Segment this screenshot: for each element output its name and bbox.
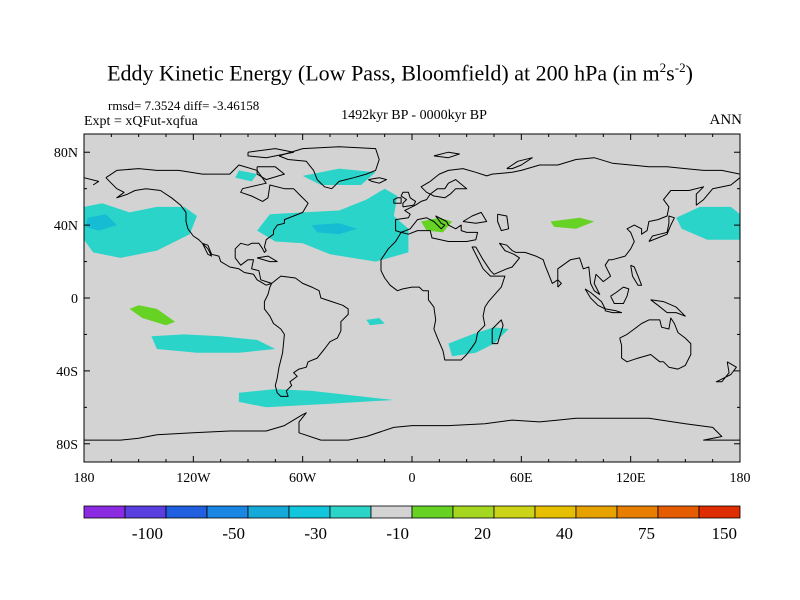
coastline-madagascar xyxy=(491,319,504,345)
region-canada-negative xyxy=(235,170,258,182)
colorbar-box xyxy=(616,505,659,519)
title-main: Eddy Kinetic Energy (Low Pass, Bloomfiel… xyxy=(107,60,660,86)
coastline-ellesmere xyxy=(247,148,295,159)
region-central-asia-positive xyxy=(550,217,595,229)
coastline-java xyxy=(604,308,623,314)
colorbar-box xyxy=(575,505,618,519)
coastline-new-guinea xyxy=(650,299,686,317)
region-s-indian-negative xyxy=(448,327,509,357)
colorbar-box xyxy=(534,505,577,519)
experiment-label: Expt = xQFut-xqfua xyxy=(84,114,198,129)
coastline-central-america-west xyxy=(105,177,272,286)
coastline-mediterranean xyxy=(400,215,479,242)
x-tick-label: 180 xyxy=(74,471,95,486)
season-label: ANN xyxy=(709,112,743,128)
colorbar-label: 40 xyxy=(556,524,573,543)
title-sup-1: 2 xyxy=(659,60,667,75)
coastline-ireland xyxy=(393,197,402,204)
colorbar-box xyxy=(288,505,331,519)
x-tick-label: 120E xyxy=(616,471,646,486)
coastline-borneo xyxy=(610,286,630,304)
colorbar-label: 20 xyxy=(474,524,491,543)
y-tick-label: 0 xyxy=(71,292,78,307)
coastline-hudson-islands xyxy=(256,166,285,181)
colorbar-box xyxy=(83,505,126,519)
coastline-antarctica xyxy=(84,412,740,441)
rmsd-diff-stats: rmsd= 7.3524 diff= -3.46158 xyxy=(108,98,260,113)
coastline-eurasia-africa xyxy=(395,157,741,233)
coastlines xyxy=(83,146,741,441)
coastline-sri-lanka xyxy=(557,279,562,288)
colorbar-box xyxy=(411,505,454,519)
colorbar-box xyxy=(206,505,249,519)
title-unit-s: s xyxy=(666,60,675,86)
chart-title: Eddy Kinetic Energy (Low Pass, Bloomfiel… xyxy=(0,60,800,86)
y-tick-label: 40S xyxy=(56,365,78,380)
region-greenland-sea-negative xyxy=(302,168,376,185)
colorbar-label: -30 xyxy=(304,524,327,543)
coastline-japan xyxy=(648,215,675,242)
colorbar-label: -10 xyxy=(386,524,409,543)
x-tick-label: 180 xyxy=(730,471,751,486)
colorbar-box xyxy=(493,505,536,519)
colorbar-box xyxy=(165,505,208,519)
coastline-novaya-zemlya xyxy=(506,157,533,170)
coastline-svalbard xyxy=(433,151,460,159)
colorbar-box xyxy=(370,505,413,519)
colorbar-box xyxy=(657,505,700,519)
region-nw-pacific-negative xyxy=(676,206,740,240)
region-mediterranean-positive xyxy=(421,217,453,233)
region-s-pacific-negative xyxy=(151,334,276,353)
colorbar-label: 75 xyxy=(638,524,655,543)
x-tick-label: 0 xyxy=(409,471,416,486)
coastline-asia-east-coast xyxy=(83,177,100,186)
map-background xyxy=(84,134,740,462)
title-end: ) xyxy=(685,60,693,86)
colorbar: -100 -50 -30 -10 20 40 75 150 xyxy=(83,505,741,543)
x-tick-label: 120W xyxy=(176,471,211,486)
coastline-greenland xyxy=(278,146,380,190)
coastline-north-america xyxy=(105,164,309,284)
x-axis: 180 120W 60W 0 60E 120E 180 xyxy=(74,134,751,486)
region-n-pacific-negative xyxy=(84,203,197,258)
x-tick-label: 60W xyxy=(289,471,317,486)
colorbar-box xyxy=(247,505,290,519)
coastline-south-america xyxy=(263,275,349,397)
region-mid-atlantic-blob xyxy=(366,318,385,326)
region-n-atlantic-core xyxy=(311,223,358,235)
coastline-uk xyxy=(400,191,417,208)
x-tick-label: 60E xyxy=(510,471,533,486)
colorbar-box xyxy=(124,505,167,519)
y-axis: 80N 40N 0 40S 80S xyxy=(54,146,740,453)
colorbar-label: 150 xyxy=(712,524,738,543)
coastline-iceland xyxy=(368,177,387,184)
y-tick-label: 80N xyxy=(54,146,78,161)
colorbar-box xyxy=(452,505,495,519)
colorbar-box xyxy=(329,505,372,519)
coastline-cuba xyxy=(256,255,278,263)
colorbar-label: -100 xyxy=(132,524,163,543)
title-sup-2: -2 xyxy=(674,60,686,75)
coastline-black-caspian xyxy=(462,211,488,224)
region-c-pacific-positive xyxy=(129,305,176,326)
coastline-australia xyxy=(619,317,692,370)
coastline-new-zealand xyxy=(715,361,737,383)
region-n-pacific-core xyxy=(85,214,117,231)
coastline-kamchatka-east-asia xyxy=(380,177,741,361)
coastline-philippines xyxy=(630,264,643,286)
coastline-baltic xyxy=(429,179,468,199)
field-regions xyxy=(84,168,740,408)
y-tick-label: 40N xyxy=(54,219,78,234)
coastline-caspian xyxy=(497,213,510,232)
y-tick-label: 80S xyxy=(56,438,78,453)
period-label: 1492kyr BP - 0000kyr BP xyxy=(341,108,487,123)
colorbar-label: -50 xyxy=(222,524,245,543)
colorbar-box xyxy=(698,505,741,519)
